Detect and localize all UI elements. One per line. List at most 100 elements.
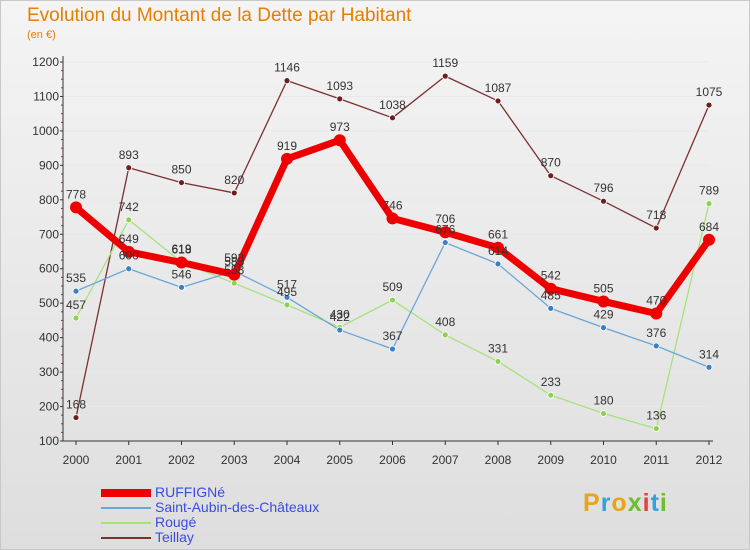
data-label: 180	[593, 393, 613, 407]
data-label: 789	[699, 184, 719, 198]
data-point	[652, 342, 660, 350]
series-line	[75, 202, 710, 430]
data-label: 746	[382, 198, 402, 212]
data-label: 233	[541, 375, 561, 389]
x-tick-label: 2004	[274, 453, 301, 467]
data-label: 408	[435, 315, 455, 329]
data-label: 676	[435, 223, 455, 237]
chart-unit: (en €)	[27, 29, 56, 41]
data-point	[441, 239, 449, 246]
data-label: 542	[541, 269, 561, 283]
data-label: 517	[277, 277, 297, 291]
y-tick-label: 500	[39, 296, 59, 310]
data-point	[650, 307, 663, 320]
data-point	[600, 324, 607, 332]
logo-letter: t	[650, 489, 660, 517]
data-label: 893	[119, 148, 139, 162]
axes: 100 200 300 400 500 600 700 800 900 1000 1100 1200 2…	[32, 55, 722, 467]
grid-lines	[63, 61, 709, 442]
data-label: 485	[541, 288, 561, 302]
y-tick-label: 200	[39, 400, 59, 414]
y-tick-label: 1200	[32, 55, 59, 69]
logo-letter: r	[600, 489, 612, 517]
data-label: 558	[224, 263, 244, 277]
x-tick-label: 2005	[326, 453, 353, 467]
legend-swatch	[101, 489, 151, 497]
data-point	[228, 268, 241, 281]
data-point	[389, 114, 396, 122]
data-point	[283, 301, 291, 309]
y-tick-label: 900	[39, 158, 59, 172]
x-tick-label: 2007	[432, 453, 459, 467]
data-label: 919	[277, 139, 297, 153]
data-point	[122, 245, 135, 258]
y-tick-label: 300	[39, 365, 59, 379]
legend-label: Rougé	[155, 514, 197, 530]
data-point	[333, 134, 346, 147]
legend-item-ruffigne: RUFFIGNé	[101, 485, 421, 500]
data-label: 495	[277, 285, 297, 299]
data-label: 1087	[485, 81, 512, 95]
data-label: 136	[646, 409, 666, 423]
data-label: 778	[66, 187, 86, 201]
data-point	[600, 410, 607, 417]
y-tick-label: 1000	[32, 124, 59, 138]
data-label: 1159	[432, 56, 458, 70]
proxiti-logo: Proxiti	[583, 489, 668, 518]
legend-item-rouge: Rougé	[101, 515, 421, 530]
data-point	[544, 282, 557, 295]
data-label: 1093	[326, 79, 353, 93]
data-point	[125, 164, 133, 172]
data-point	[494, 260, 502, 268]
y-tick-label: 1100	[33, 89, 59, 103]
y-tick-label: 600	[39, 262, 59, 276]
data-label: 429	[593, 308, 613, 322]
data-label: 457	[66, 298, 86, 312]
data-label: 1075	[696, 85, 723, 99]
legend-label: Teillay	[155, 529, 194, 545]
data-point	[125, 216, 133, 224]
data-label: 742	[119, 200, 139, 214]
data-label: 367	[382, 329, 402, 343]
data-label: 661	[488, 228, 508, 242]
data-label: 583	[224, 255, 244, 269]
data-point	[386, 212, 399, 225]
data-labels: 168 893 850 820 1146 1093 1038 1159 1087 870 796 71…	[66, 56, 723, 422]
data-label: 470	[646, 294, 666, 308]
data-point	[441, 331, 449, 339]
logo-letter: i	[642, 489, 651, 517]
data-label: 649	[119, 232, 139, 246]
data-label: 820	[224, 173, 244, 187]
data-point	[178, 179, 185, 186]
data-point	[441, 72, 449, 80]
data-label: 331	[488, 341, 508, 355]
data-point	[336, 95, 344, 103]
data-point	[175, 256, 188, 269]
data-label: 505	[593, 281, 613, 295]
data-label: 535	[66, 271, 86, 285]
data-point	[70, 201, 82, 214]
legend: RUFFIGNé Saint-Aubin-des-Châteaux Rougé …	[101, 485, 421, 545]
data-point	[652, 425, 660, 432]
legend-item-saint-aubin: Saint-Aubin-des-Châteaux	[101, 500, 421, 515]
data-label: 973	[330, 120, 350, 134]
data-point	[705, 363, 713, 371]
data-label: 168	[66, 398, 86, 412]
y-tick-label: 400	[39, 331, 59, 345]
x-tick-label: 2000	[63, 453, 90, 467]
data-point	[705, 101, 713, 109]
x-tick-label: 2010	[590, 453, 617, 467]
logo-letter: o	[611, 489, 628, 517]
data-label: 850	[171, 163, 191, 177]
data-label: 546	[171, 267, 191, 281]
data-point	[72, 314, 80, 322]
legend-item-teillay: Teillay	[101, 530, 421, 545]
data-point	[439, 226, 452, 239]
x-tick-label: 2001	[115, 453, 142, 467]
data-point	[283, 293, 291, 301]
data-label: 376	[646, 326, 666, 340]
data-point	[230, 279, 238, 287]
logo-letter: P	[583, 489, 601, 517]
